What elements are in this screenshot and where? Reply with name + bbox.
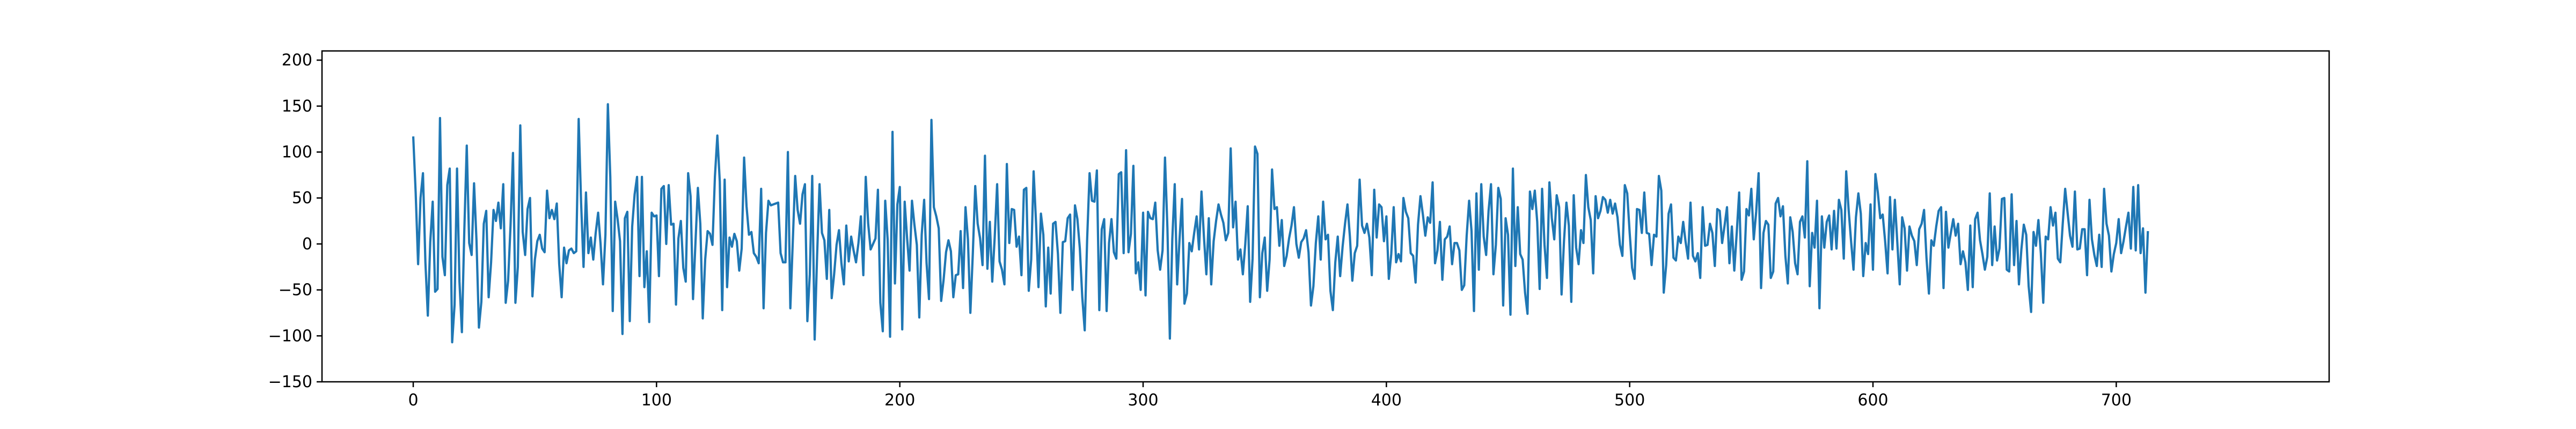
- axes-frame: [321, 50, 2330, 383]
- x-tick-label: 400: [1371, 391, 1402, 410]
- y-tick-label: 150: [282, 97, 312, 116]
- x-tick-label: 700: [2101, 391, 2132, 410]
- y-axis: −150 −100 −50 0 50 100 150 200: [268, 51, 322, 391]
- x-tick-label: 500: [1614, 391, 1645, 410]
- y-tick-label: 50: [292, 189, 312, 208]
- x-tick-label: 300: [1128, 391, 1158, 410]
- y-tick-label: −150: [268, 373, 312, 391]
- x-tick-label: 600: [1857, 391, 1888, 410]
- x-tick-label: 200: [884, 391, 915, 410]
- x-tick-label: 0: [408, 391, 418, 410]
- y-tick-label: 0: [302, 235, 312, 254]
- y-tick-label: −100: [268, 327, 312, 345]
- y-tick-label: 100: [282, 143, 312, 162]
- plot-area: [412, 103, 2149, 344]
- x-axis: 0 100 200 300 400 500 600 700: [408, 382, 2132, 410]
- series-line: [412, 103, 2149, 344]
- y-tick-label: −50: [279, 281, 312, 300]
- x-tick-label: 100: [641, 391, 672, 410]
- y-tick-label: 200: [282, 51, 312, 70]
